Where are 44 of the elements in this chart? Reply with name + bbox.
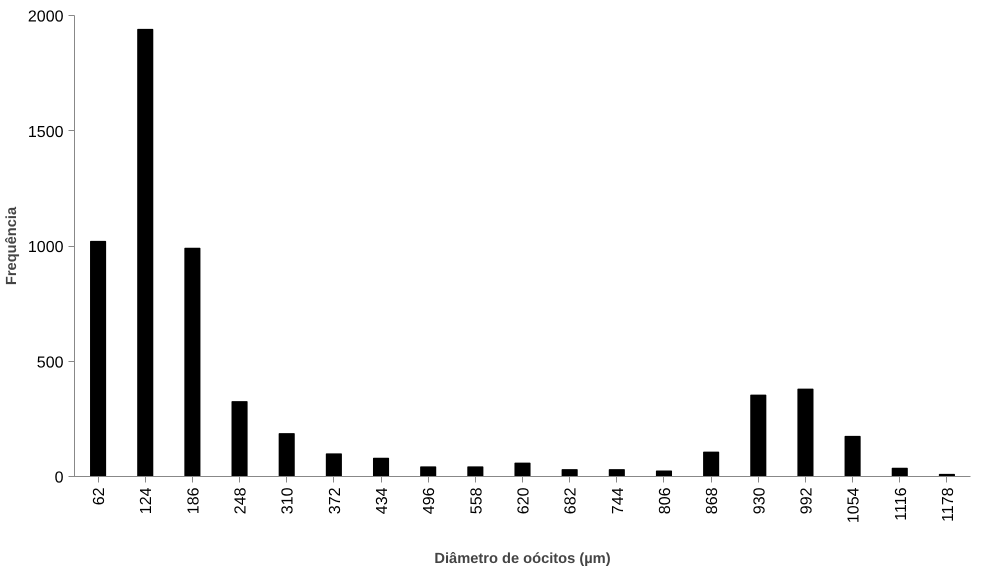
x-tick-label: 992: [798, 487, 816, 514]
x-tick-label: 930: [751, 487, 768, 514]
x-tick-label: 186: [185, 487, 202, 514]
x-tick-label: 1116: [892, 487, 910, 521]
bar: [797, 388, 814, 476]
bar: [420, 466, 436, 476]
x-tick-label: 1178: [940, 487, 957, 522]
y-tick-label: 1000: [28, 239, 64, 256]
bar: [326, 453, 342, 476]
bar: [844, 436, 861, 476]
x-tick-label: 558: [468, 487, 486, 514]
x-tick-label: 682: [562, 487, 580, 514]
x-tick-label: 868: [704, 487, 722, 514]
y-tick-label: 1500: [28, 124, 64, 141]
x-tick-label: 620: [516, 487, 532, 514]
y-axis-title: Frequência: [4, 206, 20, 286]
y-tick-label: 500: [36, 354, 64, 372]
x-tick-label: 124: [138, 487, 156, 514]
bar: [750, 394, 766, 476]
x-tick-label: 248: [232, 487, 250, 514]
x-tick-label: 434: [374, 487, 392, 514]
x-tick-label: 62: [91, 487, 108, 506]
bar: [90, 240, 106, 476]
x-tick-label: 496: [421, 487, 438, 514]
bar: [703, 452, 720, 476]
bar: [656, 470, 672, 476]
bar: [137, 28, 154, 476]
x-axis-title: Diâmetro de oócitos (µm): [434, 551, 611, 568]
bar: [278, 433, 295, 476]
bar: [372, 458, 390, 476]
bar: [514, 462, 531, 476]
bar: [608, 469, 625, 476]
y-tick-label: 2000: [28, 8, 64, 26]
x-tick-label: 806: [656, 487, 674, 514]
x-tick-label: 372: [326, 487, 344, 514]
bar: [467, 466, 484, 476]
bar: [184, 248, 200, 476]
x-tick-label: 1054: [846, 487, 863, 524]
bar: [892, 468, 908, 476]
bar: [562, 469, 578, 476]
x-tick-label: 310: [280, 487, 297, 514]
y-tick-label: 0: [54, 470, 64, 486]
x-tick-label: 744: [610, 487, 627, 514]
bar: [232, 401, 248, 476]
